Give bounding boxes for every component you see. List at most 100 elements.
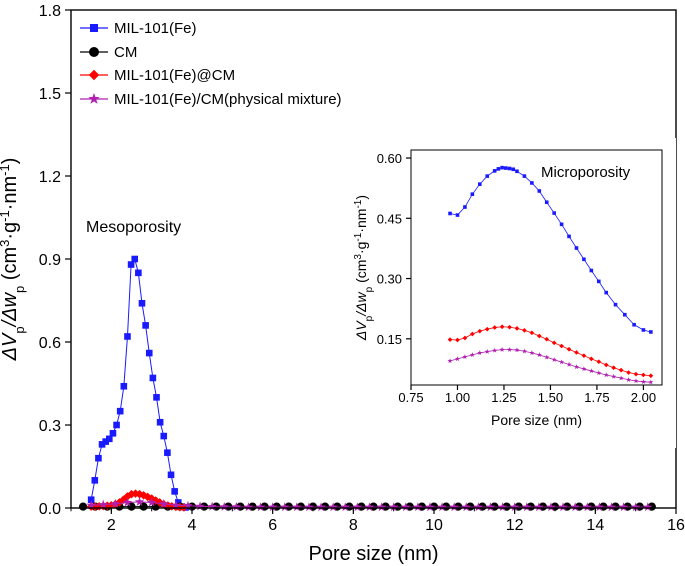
data-point-mil-101-fe-cm-physical-mixture [509, 502, 520, 512]
data-point-mil-101-fe-cm [633, 371, 639, 377]
data-point-mil-101-fe-cm-physical-mixture [207, 501, 217, 511]
data-point-mil-101-fe-cm-physical-mixture [485, 502, 496, 512]
data-point-mil-101-fe-cm [596, 359, 602, 365]
data-point-mil-101-fe [567, 234, 571, 239]
data-point-mil-101-fe-cm-physical-mixture [573, 364, 580, 370]
data-point-mil-101-fe-cm [484, 326, 490, 332]
data-point-mil-101-fe-cm [455, 337, 460, 343]
data-point-mil-101-fe-cm-physical-mixture [630, 502, 641, 512]
x-tick-label: 14 [586, 517, 604, 534]
data-point-mil-101-fe [138, 299, 146, 307]
data-point-mil-101-fe-cm-physical-mixture [594, 502, 605, 512]
data-point-mil-101-fe [492, 169, 497, 173]
data-point-mil-101-fe-cm-physical-mixture [611, 373, 617, 379]
y-axis-title: ΔVp/Δwp (cm3·g-1·nm-1) [0, 158, 27, 362]
data-point-mil-101-fe [149, 374, 157, 382]
data-point-mil-101-fe-cm-physical-mixture [566, 361, 572, 367]
inset-x-axis-title: Pore size (nm) [491, 412, 582, 428]
data-point-mil-101-fe [511, 167, 516, 172]
legend-marker [89, 47, 99, 57]
inset-x-tick-label: 1.75 [584, 390, 609, 405]
data-point-mil-101-fe [171, 488, 178, 495]
data-point-mil-101-fe-cm [648, 373, 654, 379]
data-point-mil-101-fe-cm-physical-mixture [146, 497, 157, 507]
data-point-mil-101-fe-cm-physical-mixture [544, 354, 550, 360]
data-point-mil-101-fe-cm-physical-mixture [529, 350, 535, 356]
inset-x-tick-label: 1.25 [491, 390, 516, 405]
data-point-mil-101-fe-cm [529, 330, 535, 336]
data-point-mil-101-fe-cm-physical-mixture [462, 354, 468, 360]
x-tick-label: 6 [268, 517, 277, 534]
data-point-mil-101-fe [167, 471, 175, 479]
data-point-mil-101-fe [632, 322, 636, 327]
legend-item-mil-101-fe: MIL-101(Fe) [80, 20, 197, 37]
data-point-mil-101-fe-cm-physical-mixture [469, 352, 475, 358]
data-point-mil-101-fe-cm [499, 324, 505, 330]
data-point-mil-101-fe [113, 421, 120, 429]
data-point-mil-101-fe-cm-physical-mixture [596, 370, 602, 376]
data-point-mil-101-fe-cm [536, 333, 542, 339]
data-point-mil-101-fe-cm-physical-mixture [219, 501, 229, 511]
data-point-mil-101-fe-cm-physical-mixture [497, 502, 508, 512]
data-point-mil-101-fe [522, 174, 527, 178]
data-point-mil-101-fe [582, 257, 586, 262]
data-point-mil-101-fe-cm-physical-mixture [449, 502, 459, 512]
inset-y-axis-title: ΔVp/Δwp (cm3·g-1·nm-1) [353, 195, 375, 341]
data-point-mil-101-fe-cm [589, 356, 594, 362]
data-point-mil-101-fe-cm-physical-mixture [606, 502, 617, 512]
data-point-mil-101-fe-cm [551, 340, 557, 346]
data-point-mil-101-fe [649, 330, 653, 334]
data-point-mil-101-fe [153, 394, 160, 401]
data-point-mil-101-fe-cm-physical-mixture [499, 346, 505, 352]
legend-item-mil-101-fe-cm-physical-mixture: MIL-101(Fe)/CM(physical mixture) [80, 91, 342, 108]
data-point-mil-101-fe [135, 269, 142, 277]
y-tick-label: 0.3 [39, 418, 61, 435]
x-tick-label: 4 [188, 517, 197, 534]
inset-y-tick-label: 0.15 [377, 332, 402, 347]
data-point-mil-101-fe [470, 192, 475, 196]
y-tick-label: 1.2 [39, 169, 61, 186]
data-point-mil-101-fe-cm-physical-mixture [514, 347, 520, 353]
data-point-mil-101-fe [485, 174, 490, 178]
data-point-mil-101-fe [95, 454, 102, 462]
data-point-mil-101-fe-cm-physical-mixture [618, 375, 624, 381]
data-point-mil-101-fe-cm [107, 500, 116, 510]
data-point-mil-101-fe-cm-physical-mixture [559, 359, 565, 365]
data-point-mil-101-fe-cm-physical-mixture [454, 356, 461, 362]
data-point-mil-101-fe-cm-physical-mixture [521, 348, 527, 354]
data-point-mil-101-fe [87, 496, 95, 503]
series-mil-101-fe [87, 255, 189, 511]
data-point-mil-101-fe [91, 477, 99, 484]
data-point-mil-101-fe [102, 438, 109, 445]
x-tick-label: 12 [506, 517, 524, 534]
data-point-mil-101-fe [174, 499, 182, 506]
data-point-mil-101-fe-cm-physical-mixture [437, 502, 447, 512]
data-point-mil-101-fe-cm-physical-mixture [648, 379, 654, 385]
data-point-mil-101-fe-cm [641, 372, 646, 378]
inset-y-tick-label: 0.30 [377, 272, 402, 287]
data-point-mil-101-fe-cm [559, 343, 564, 349]
data-point-mil-101-fe-cm-physical-mixture [461, 502, 471, 512]
data-point-mil-101-fe-cm-physical-mixture [581, 366, 587, 372]
data-point-mil-101-fe [142, 322, 149, 329]
data-point-mil-101-fe [116, 407, 124, 415]
data-point-mil-101-fe-cm-physical-mixture [473, 502, 484, 512]
data-point-mil-101-fe-cm [507, 324, 512, 330]
data-point-mil-101-fe-cm [574, 350, 579, 355]
data-point-mil-101-fe-cm-physical-mixture [625, 377, 632, 382]
data-point-mil-101-fe [589, 268, 594, 273]
legend-label: MIL-101(Fe) [114, 20, 197, 37]
data-point-mil-101-fe-cm-physical-mixture [447, 358, 453, 364]
data-point-mil-101-fe [463, 205, 467, 209]
data-point-mil-101-fe-cm [492, 325, 498, 330]
data-point-mil-101-fe-cm-physical-mixture [86, 500, 96, 510]
data-point-mil-101-fe-cm-physical-mixture [643, 502, 653, 512]
data-point-mil-101-fe-cm-physical-mixture [633, 378, 639, 384]
data-point-mil-101-fe [530, 181, 534, 185]
x-tick-label: 8 [349, 517, 358, 534]
series-mil-101-fe-cm-physical-mixture [447, 346, 654, 385]
data-point-mil-101-fe-cm [603, 362, 609, 368]
data-point-mil-101-fe [596, 279, 601, 284]
data-point-mil-101-fe-cm-physical-mixture [506, 346, 513, 352]
